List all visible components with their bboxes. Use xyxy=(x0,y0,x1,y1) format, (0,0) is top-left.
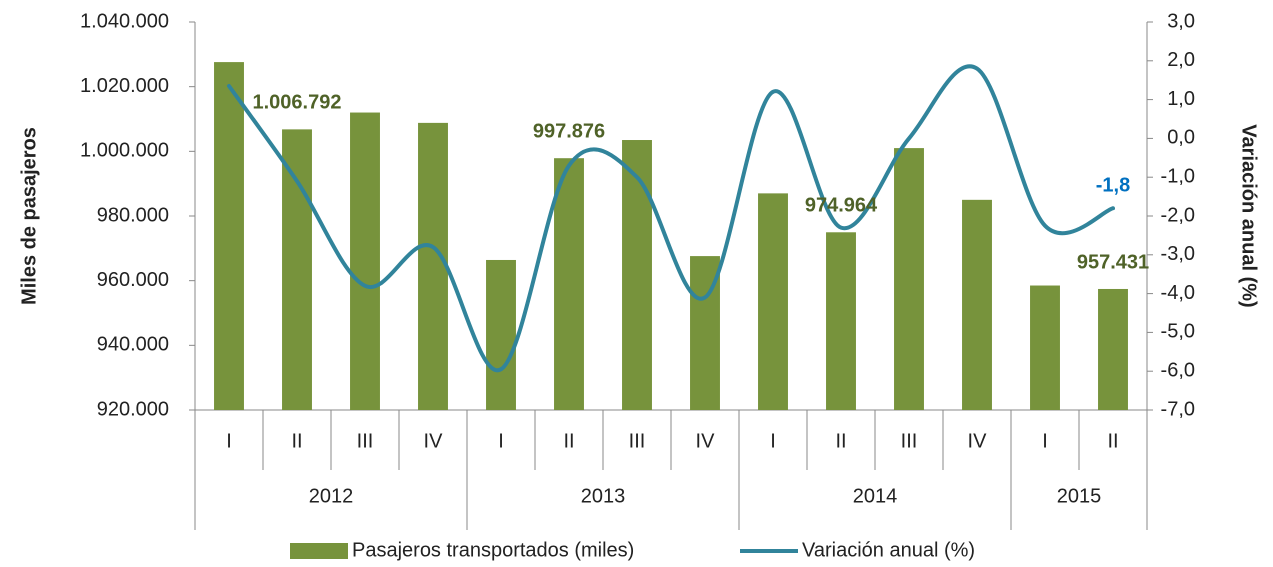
y2-tick-label: -5,0 xyxy=(1161,321,1195,343)
bar xyxy=(758,193,788,410)
legend-swatch xyxy=(290,543,348,559)
x-tick-label: III xyxy=(629,430,646,452)
bar xyxy=(418,122,448,410)
bar xyxy=(214,62,244,411)
y-tick-label: 920.000 xyxy=(97,398,169,420)
data-label: 974.964 xyxy=(805,195,878,217)
bar xyxy=(622,140,652,410)
y2-tick-label: 0,0 xyxy=(1167,127,1195,149)
bar xyxy=(350,112,380,411)
bar xyxy=(826,232,856,410)
legend-label: Variación anual (%) xyxy=(802,539,975,561)
x-tick-label: II xyxy=(835,430,846,452)
x-group-label: 2013 xyxy=(581,485,626,507)
bar xyxy=(1098,288,1128,410)
x-tick-label: IV xyxy=(424,430,444,452)
bar xyxy=(1030,285,1060,410)
y2-tick-label: 3,0 xyxy=(1167,10,1195,32)
y2-tick-label: -6,0 xyxy=(1161,359,1195,381)
y-tick-label: 940.000 xyxy=(97,334,169,356)
x-tick-label: I xyxy=(770,430,776,452)
x-group-label: 2015 xyxy=(1057,485,1102,507)
y2-tick-label: 1,0 xyxy=(1167,88,1195,110)
y-tick-label: 980.000 xyxy=(97,204,169,226)
data-label: 957.431 xyxy=(1077,251,1149,273)
x-tick-label: IV xyxy=(968,430,988,452)
x-tick-label: IV xyxy=(696,430,716,452)
x-tick-label: II xyxy=(563,430,574,452)
x-tick-label: II xyxy=(1107,430,1118,452)
x-tick-label: I xyxy=(1042,430,1048,452)
y2-tick-label: 2,0 xyxy=(1167,49,1195,71)
data-label: -1,8 xyxy=(1096,175,1130,197)
y2-axis-label: Variación anual (%) xyxy=(1238,124,1260,307)
y2-tick-label: -1,0 xyxy=(1161,165,1195,187)
x-group-label: 2014 xyxy=(853,485,898,507)
x-group-label: 2012 xyxy=(309,485,354,507)
line xyxy=(227,64,1115,373)
x-tick-label: III xyxy=(357,430,374,452)
bar xyxy=(486,259,516,410)
bar xyxy=(282,129,312,410)
data-label: 997.876 xyxy=(533,120,605,142)
y-tick-label: 1.020.000 xyxy=(80,75,169,97)
y2-tick-label: -4,0 xyxy=(1161,282,1195,304)
bar xyxy=(554,158,584,410)
x-tick-label: I xyxy=(498,430,504,452)
x-tick-label: III xyxy=(901,430,918,452)
y-tick-label: 1.000.000 xyxy=(80,140,169,162)
x-tick-label: I xyxy=(226,430,232,452)
y-tick-label: 960.000 xyxy=(97,269,169,291)
y-tick-label: 1.040.000 xyxy=(80,10,169,32)
y2-tick-label: -2,0 xyxy=(1161,204,1195,226)
bar xyxy=(962,199,992,410)
y-axis-label: Miles de pasajeros xyxy=(18,127,40,305)
data-label: 1.006.792 xyxy=(253,92,342,114)
y2-tick-label: -3,0 xyxy=(1161,243,1195,265)
legend-label: Pasajeros transportados (miles) xyxy=(352,539,634,561)
x-tick-label: II xyxy=(291,430,302,452)
bar xyxy=(894,148,924,410)
y2-tick-label: -7,0 xyxy=(1161,398,1195,420)
